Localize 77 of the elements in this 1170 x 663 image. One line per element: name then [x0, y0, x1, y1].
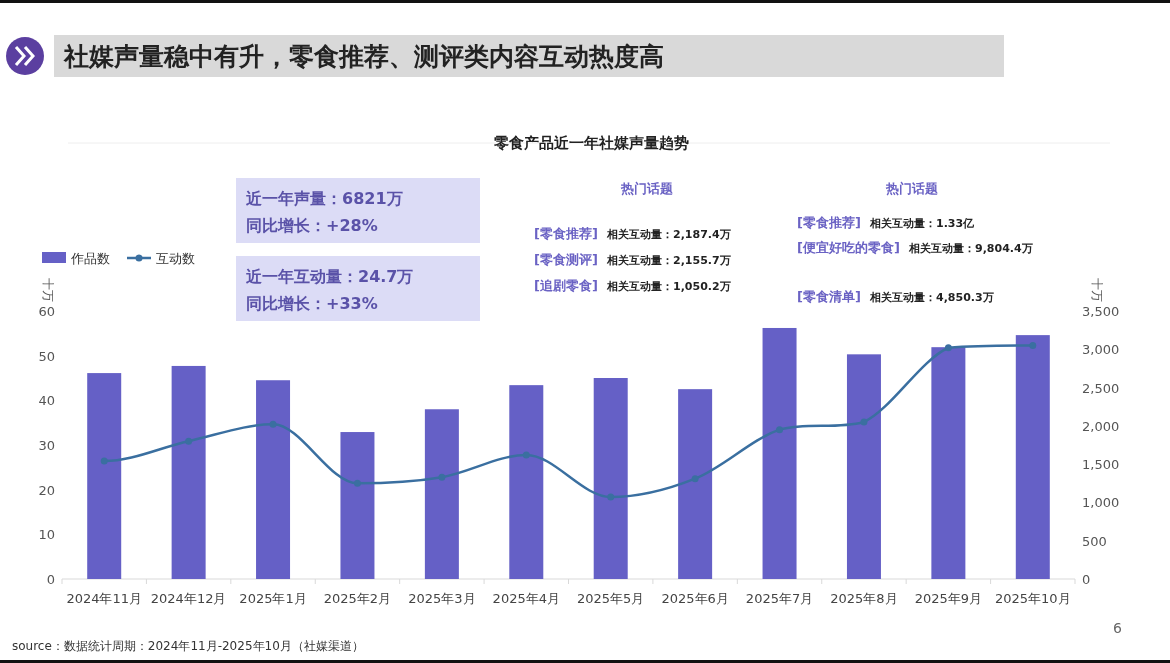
point: [860, 418, 868, 426]
point: [438, 473, 446, 481]
bar: [931, 347, 966, 579]
y-axis-title: 十万: [41, 278, 55, 302]
text: 相关互动量：1.33亿: [869, 217, 976, 230]
y2-tick-label: 0: [1082, 572, 1091, 587]
y2-tick-label: 2,500: [1082, 380, 1120, 396]
text: 同比增长：+28%: [246, 216, 378, 235]
text: 相关互动量：2,187.4万: [606, 228, 731, 241]
x-tick-label: 2025年7月: [745, 591, 814, 606]
text: 热门话题: [620, 181, 673, 196]
y-tick-label: 0: [46, 572, 55, 587]
chart-title: 社媒声量稳中有升，零食推荐、测评类内容互动热度高: [63, 42, 664, 71]
text: 热门话题: [885, 181, 938, 196]
x-tick-label: 2025年2月: [323, 591, 392, 606]
text: 近一年互动量：24.7万: [245, 267, 414, 286]
text: [零食推荐]: [797, 215, 861, 230]
y2-tick-label: 500: [1082, 533, 1107, 549]
point: [776, 426, 784, 434]
legend-label: 互动数: [156, 251, 195, 266]
bar: [340, 432, 375, 579]
text: 相关互动量：4,850.3万: [869, 291, 994, 304]
y-tick-label: 50: [38, 348, 55, 364]
bar: [846, 354, 881, 579]
bar: [1015, 335, 1050, 579]
point: [691, 475, 699, 483]
bar: [678, 389, 713, 579]
text: [便宜好吃的零食]: [797, 240, 900, 255]
x-tick-label: 2025年9月: [914, 591, 983, 606]
chart-subtitle: 零食产品近一年社媒声量趋势: [493, 134, 689, 152]
y2-tick-label: 1,000: [1082, 495, 1120, 511]
point: [185, 437, 193, 445]
bar: [171, 365, 206, 579]
text: [零食清单]: [797, 289, 861, 304]
y-tick-label: 20: [38, 482, 55, 498]
bar: [593, 378, 628, 579]
x-tick-label: 2025年4月: [492, 591, 560, 606]
x-tick-label: 2025年5月: [577, 591, 645, 606]
bar: [424, 409, 459, 579]
x-tick-label: 2025年1月: [239, 591, 307, 606]
text: 6: [1113, 620, 1122, 636]
point: [269, 420, 277, 428]
text: [零食推荐]: [534, 226, 598, 241]
x-tick-label: 2025年8月: [830, 591, 898, 606]
y-tick-label: 10: [38, 527, 55, 543]
point: [100, 457, 108, 465]
point: [944, 344, 952, 352]
bar: [256, 380, 291, 579]
y2-tick-label: 2,000: [1082, 418, 1120, 434]
point: [607, 493, 615, 501]
x-tick-label: 2024年11月: [66, 591, 143, 606]
bar: [762, 327, 797, 579]
text: 近一年声量：6821万: [245, 189, 403, 208]
source-note: source：数据统计周期：2024年11月-2025年10月（社媒渠道）: [12, 639, 364, 653]
y-tick-label: 40: [38, 393, 55, 409]
text: 相关互动量：2,155.7万: [606, 254, 731, 267]
y-tick-label: 60: [38, 304, 55, 319]
x-tick-label: 2025年3月: [408, 591, 476, 606]
bar: [87, 373, 122, 579]
bar: [509, 385, 544, 579]
point: [1029, 341, 1037, 349]
y2-axis-title: 十万: [1090, 278, 1104, 302]
y-tick-label: 30: [38, 438, 55, 453]
x-tick-label: 2024年12月: [150, 591, 227, 606]
legend-label: 作品数: [70, 251, 110, 266]
x-tick-label: 2025年6月: [661, 591, 729, 606]
annotation: 同比增长：+33%: [246, 294, 378, 313]
text: 相关互动量：1,050.2万: [606, 280, 731, 293]
text: 相关互动量：9,804.4万: [908, 242, 1033, 255]
text: [追剧零食]: [534, 278, 598, 293]
x-tick-label: 2025年10月: [994, 591, 1071, 606]
point: [353, 479, 361, 487]
point: [522, 451, 530, 459]
y2-tick-label: 1,500: [1082, 457, 1120, 473]
text: [零食测评]: [534, 252, 598, 267]
y2-tick-label: 3,500: [1082, 304, 1120, 319]
y2-tick-label: 3,000: [1082, 342, 1120, 358]
